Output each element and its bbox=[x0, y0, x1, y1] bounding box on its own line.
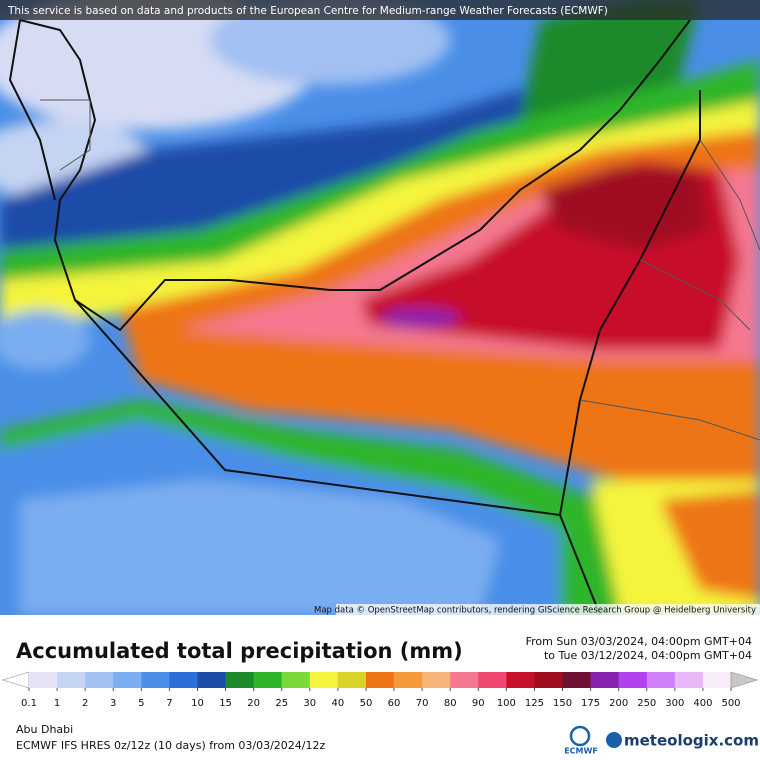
precipitation-map: 5555204020204060100402040806060606040206… bbox=[0, 0, 760, 616]
legend-label: 15 bbox=[219, 698, 232, 709]
legend-swatch bbox=[562, 672, 591, 688]
legend-label: 175 bbox=[581, 698, 600, 709]
legend-swatch bbox=[141, 672, 170, 688]
legend-label: 10 bbox=[191, 698, 204, 709]
legend-swatch bbox=[309, 672, 339, 688]
legend-label: 400 bbox=[693, 698, 712, 709]
legend-swatch bbox=[618, 672, 648, 688]
legend-label: 0.1 bbox=[21, 698, 37, 709]
legend-swatch bbox=[450, 672, 479, 688]
ecmwf-logo: ECMWF bbox=[564, 747, 598, 756]
legend-swatch bbox=[534, 672, 563, 688]
legend-label: 30 bbox=[303, 698, 316, 709]
legend-swatch bbox=[169, 672, 198, 688]
meteologix-logo-mark bbox=[606, 732, 622, 748]
legend-label: 125 bbox=[525, 698, 544, 709]
legend-swatch bbox=[590, 672, 619, 688]
legend-label: 250 bbox=[637, 698, 656, 709]
legend-swatch bbox=[506, 672, 535, 688]
legend-label: 2 bbox=[82, 698, 88, 709]
period-from: From Sun 03/03/2024, 04:00pm GMT+04 bbox=[526, 635, 752, 648]
legend-swatch bbox=[422, 672, 451, 688]
location: Abu Dhabi bbox=[16, 723, 73, 736]
legend-label: 70 bbox=[416, 698, 429, 709]
legend-swatch bbox=[674, 672, 704, 688]
legend-label: 50 bbox=[360, 698, 373, 709]
legend-label: 150 bbox=[553, 698, 572, 709]
legend-under-arrow bbox=[1, 671, 30, 689]
legend-swatch bbox=[646, 672, 676, 688]
legend-swatch bbox=[113, 672, 142, 688]
legend-label: 90 bbox=[472, 698, 485, 709]
legend-label: 300 bbox=[665, 698, 684, 709]
legend-label: 60 bbox=[388, 698, 401, 709]
meteologix-logo: meteologix.com bbox=[624, 732, 759, 750]
model-info: ECMWF IFS HRES 0z/12z (10 days) from 03/… bbox=[16, 739, 326, 752]
legend-label: 5 bbox=[138, 698, 144, 709]
legend-swatch bbox=[478, 672, 507, 688]
legend-swatch bbox=[281, 672, 311, 688]
legend-swatch bbox=[394, 672, 423, 688]
legend-label: 25 bbox=[275, 698, 288, 709]
legend-swatch bbox=[225, 672, 254, 688]
legend-label: 40 bbox=[332, 698, 345, 709]
legend-label: 200 bbox=[609, 698, 628, 709]
legend-swatch bbox=[85, 672, 114, 688]
legend-label: 1 bbox=[54, 698, 60, 709]
legend-swatch bbox=[337, 672, 367, 688]
legend: 0.1 1 2 3 5 7 10 15 20 25 30 40 50 60 70 80 90 100 125 150 1… bbox=[1, 671, 759, 709]
legend-over-arrow bbox=[730, 671, 759, 689]
banner: This service is based on data and produc… bbox=[7, 5, 608, 17]
legend-label: 20 bbox=[247, 698, 260, 709]
legend-swatch bbox=[702, 672, 732, 688]
legend-swatch bbox=[57, 672, 86, 688]
title: Accumulated total precipitation (mm) bbox=[16, 639, 463, 663]
legend-label: 7 bbox=[166, 698, 172, 709]
legend-label: 3 bbox=[110, 698, 116, 709]
legend-label: 80 bbox=[444, 698, 457, 709]
legend-swatch bbox=[29, 672, 58, 688]
legend-swatch bbox=[197, 672, 226, 688]
period-to: to Tue 03/12/2024, 04:00pm GMT+04 bbox=[544, 649, 752, 662]
legend-swatch bbox=[253, 672, 283, 688]
ecmwf-logo-mark bbox=[569, 725, 591, 747]
legend-label: 500 bbox=[721, 698, 740, 709]
legend-swatch bbox=[365, 672, 395, 688]
attribution: Map data © OpenStreetMap contributors, r… bbox=[314, 606, 756, 616]
legend-label: 100 bbox=[497, 698, 516, 709]
